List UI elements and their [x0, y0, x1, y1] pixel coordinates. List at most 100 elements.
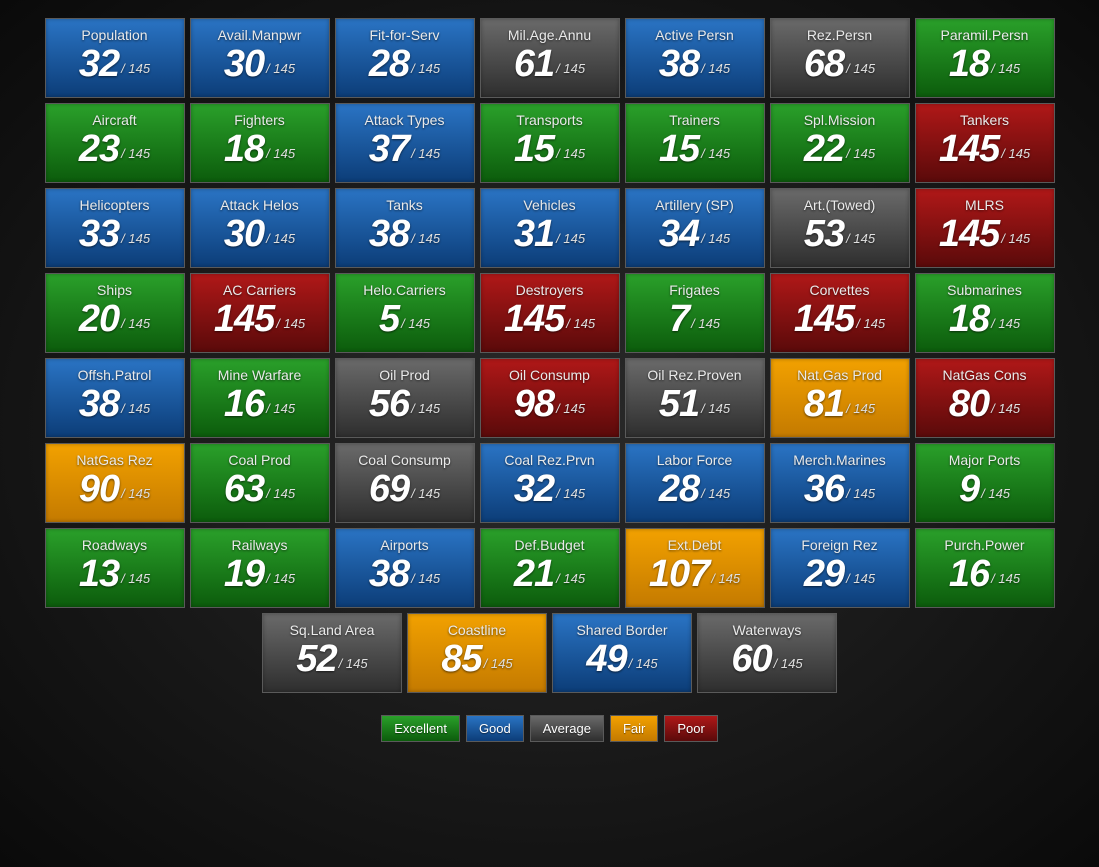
stat-value: 52 — [296, 640, 336, 678]
stat-value: 61 — [514, 45, 554, 83]
stat-tile[interactable]: Vehicles31/ 145 — [480, 188, 620, 268]
stat-tile[interactable]: Submarines18/ 145 — [915, 273, 1055, 353]
stat-value: 18 — [949, 45, 989, 83]
stat-value-row: 18/ 145 — [916, 45, 1054, 83]
stat-tile[interactable]: Coal Rez.Prvn32/ 145 — [480, 443, 620, 523]
stat-tile[interactable]: Ext.Debt107/ 145 — [625, 528, 765, 608]
legend-chip[interactable]: Good — [466, 715, 524, 742]
stat-value-row: 16/ 145 — [916, 555, 1054, 593]
stat-denominator: / 145 — [266, 571, 295, 586]
stat-tile[interactable]: Merch.Marines36/ 145 — [770, 443, 910, 523]
stat-tile[interactable]: Spl.Mission22/ 145 — [770, 103, 910, 183]
stat-tile[interactable]: Foreign Rez 29/ 145 — [770, 528, 910, 608]
stat-label: Attack Helos — [191, 197, 329, 213]
stat-tile[interactable]: Purch.Power 16/ 145 — [915, 528, 1055, 608]
stat-denominator: / 145 — [991, 61, 1020, 76]
stat-tile[interactable]: Ships20/ 145 — [45, 273, 185, 353]
stat-tile[interactable]: AC Carriers145/ 145 — [190, 273, 330, 353]
stat-tile[interactable]: Roadways13/ 145 — [45, 528, 185, 608]
stat-tile[interactable]: Artillery (SP) 34/ 145 — [625, 188, 765, 268]
stat-label: Attack Types — [336, 112, 474, 128]
stat-label: Offsh.Patrol — [46, 367, 184, 383]
stat-value-row: 145/ 145 — [916, 215, 1054, 253]
stat-denominator: / 145 — [1001, 231, 1030, 246]
stat-tile[interactable]: Destroyers145/ 145 — [480, 273, 620, 353]
stat-tile[interactable]: Oil Consump98/ 145 — [480, 358, 620, 438]
stat-tile[interactable]: Transports15/ 145 — [480, 103, 620, 183]
stat-tile[interactable]: Railways19/ 145 — [190, 528, 330, 608]
stat-value-row: 60/ 145 — [698, 640, 836, 678]
stat-label: Purch.Power — [916, 537, 1054, 553]
stat-tile[interactable]: Paramil.Persn18/ 145 — [915, 18, 1055, 98]
stat-tile[interactable]: Mil.Age.Annu61/ 145 — [480, 18, 620, 98]
legend-chip[interactable]: Fair — [610, 715, 658, 742]
stat-tile[interactable]: Def.Budget21/ 145 — [480, 528, 620, 608]
stat-tile[interactable]: Offsh.Patrol38/ 145 — [45, 358, 185, 438]
stat-tile[interactable]: Waterways60/ 145 — [697, 613, 837, 693]
stat-tile[interactable]: Frigates7/ 145 — [625, 273, 765, 353]
stat-tile[interactable]: Helo.Carriers5/ 145 — [335, 273, 475, 353]
stat-tile[interactable]: Aircraft23/ 145 — [45, 103, 185, 183]
stat-tile[interactable]: Nat.Gas Prod81/ 145 — [770, 358, 910, 438]
stat-tile[interactable]: Rez.Persn68/ 145 — [770, 18, 910, 98]
stat-denominator: / 145 — [566, 316, 595, 331]
stat-label: Tanks — [336, 197, 474, 213]
stat-label: Foreign Rez — [771, 537, 909, 553]
stat-tile[interactable]: Helicopters33/ 145 — [45, 188, 185, 268]
stat-denominator: / 145 — [401, 316, 430, 331]
stat-denominator: / 145 — [701, 231, 730, 246]
stat-tile[interactable]: Mine Warfare16/ 145 — [190, 358, 330, 438]
stat-denominator: / 145 — [556, 146, 585, 161]
stat-value-row: 29/ 145 — [771, 555, 909, 593]
stat-tile[interactable]: Active Persn38/ 145 — [625, 18, 765, 98]
stat-value-row: 19/ 145 — [191, 555, 329, 593]
legend-chip[interactable]: Poor — [664, 715, 717, 742]
stat-value-row: 32/ 145 — [481, 470, 619, 508]
stat-value: 15 — [659, 130, 699, 168]
stat-value: 9 — [959, 470, 979, 508]
stat-tile[interactable]: Population32/ 145 — [45, 18, 185, 98]
stat-tile[interactable]: Major Ports9/ 145 — [915, 443, 1055, 523]
stat-tile[interactable]: Attack Helos 30/ 145 — [190, 188, 330, 268]
stat-value: 28 — [659, 470, 699, 508]
stat-tile[interactable]: Oil Prod56/ 145 — [335, 358, 475, 438]
stat-tile[interactable]: MLRS145/ 145 — [915, 188, 1055, 268]
stat-label: Artillery (SP) — [626, 197, 764, 213]
stat-denominator: / 145 — [121, 146, 150, 161]
stat-label: Sq.Land Area — [263, 622, 401, 638]
stat-value-row: 49/ 145 — [553, 640, 691, 678]
stat-tile[interactable]: Fit-for-Serv28/ 145 — [335, 18, 475, 98]
stat-value-row: 30/ 145 — [191, 215, 329, 253]
stat-tile[interactable]: NatGas Rez90/ 145 — [45, 443, 185, 523]
stat-tile[interactable]: Fighters18/ 145 — [190, 103, 330, 183]
stat-value: 56 — [369, 385, 409, 423]
stat-tile[interactable]: Art.(Towed)53/ 145 — [770, 188, 910, 268]
stat-tile[interactable]: Shared Border49/ 145 — [552, 613, 692, 693]
stat-tile[interactable]: Trainers15/ 145 — [625, 103, 765, 183]
legend-chip[interactable]: Excellent — [381, 715, 460, 742]
stat-denominator: / 145 — [121, 486, 150, 501]
stat-tile[interactable]: Coastline85/ 145 — [407, 613, 547, 693]
stat-label: AC Carriers — [191, 282, 329, 298]
stat-value-row: 23/ 145 — [46, 130, 184, 168]
stat-tile[interactable]: Corvettes145/ 145 — [770, 273, 910, 353]
stat-value: 16 — [224, 385, 264, 423]
stat-tile[interactable]: Oil Rez.Proven51/ 145 — [625, 358, 765, 438]
stat-tile[interactable]: Labor Force28/ 145 — [625, 443, 765, 523]
stat-tile[interactable]: Avail.Manpwr30/ 145 — [190, 18, 330, 98]
stat-tile[interactable]: Coal Prod63/ 145 — [190, 443, 330, 523]
stat-tile[interactable]: Attack Types37/ 145 — [335, 103, 475, 183]
stat-value-row: 51/ 145 — [626, 385, 764, 423]
stat-tile[interactable]: Tanks38/ 145 — [335, 188, 475, 268]
stat-value: 81 — [804, 385, 844, 423]
stat-value: 33 — [79, 215, 119, 253]
stat-tile[interactable]: Airports38/ 145 — [335, 528, 475, 608]
stat-denominator: / 145 — [991, 571, 1020, 586]
legend-chip[interactable]: Average — [530, 715, 604, 742]
stat-tile[interactable]: Sq.Land Area52/ 145 — [262, 613, 402, 693]
stat-tile[interactable]: Tankers145/ 145 — [915, 103, 1055, 183]
stat-tile[interactable]: Coal Consump69/ 145 — [335, 443, 475, 523]
stat-value: 34 — [659, 215, 699, 253]
stat-tile[interactable]: NatGas Cons80/ 145 — [915, 358, 1055, 438]
stat-value-row: 34/ 145 — [626, 215, 764, 253]
